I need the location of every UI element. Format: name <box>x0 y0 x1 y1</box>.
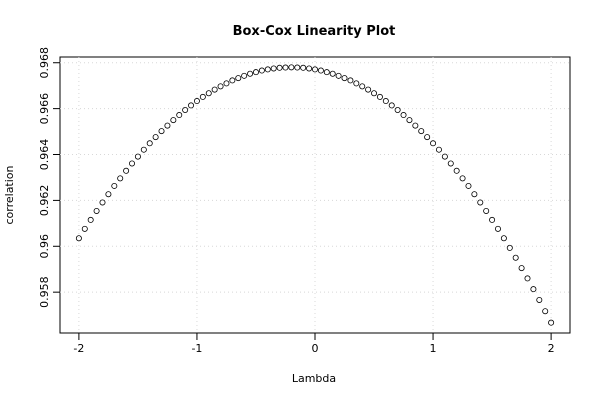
data-point <box>471 191 478 198</box>
data-point <box>252 69 259 76</box>
data-point <box>406 117 413 124</box>
data-point <box>489 216 496 223</box>
data-point <box>270 65 277 72</box>
data-point <box>317 67 324 74</box>
data-point <box>306 65 313 72</box>
data-point <box>282 64 289 71</box>
data-point <box>494 225 501 232</box>
data-point <box>453 167 460 174</box>
data-point <box>158 128 165 135</box>
data-point <box>329 70 336 77</box>
data-point <box>536 296 543 303</box>
data-point <box>199 93 206 100</box>
y-tick-label: 0.958 <box>38 276 51 308</box>
data-point <box>176 112 183 119</box>
data-point <box>193 98 200 105</box>
data-point <box>152 134 159 141</box>
data-point <box>258 67 265 74</box>
data-point <box>235 75 242 82</box>
data-point <box>512 254 519 261</box>
data-point <box>500 235 507 242</box>
plot-box <box>59 56 571 334</box>
data-point <box>87 216 94 223</box>
chart-title: Box-Cox Linearity Plot <box>233 24 396 39</box>
data-point <box>323 69 330 76</box>
data-point <box>382 98 389 105</box>
data-point <box>117 175 124 182</box>
data-point <box>276 64 283 71</box>
data-point <box>365 86 372 93</box>
data-point <box>418 128 425 135</box>
data-point <box>105 191 112 198</box>
data-point <box>518 265 525 272</box>
x-axis-label: Lambda <box>292 372 336 385</box>
data-point <box>524 275 531 282</box>
data-point <box>182 106 189 113</box>
data-point <box>229 77 236 84</box>
data-point <box>241 72 248 79</box>
data-point <box>123 167 130 174</box>
data-point <box>300 64 307 71</box>
data-point <box>217 83 224 90</box>
data-point <box>388 102 395 109</box>
data-point <box>93 207 100 214</box>
data-point <box>75 235 82 242</box>
data-point <box>99 199 106 206</box>
data-point <box>459 175 466 182</box>
data-point <box>247 70 254 77</box>
data-point <box>430 140 437 147</box>
data-point <box>294 64 301 71</box>
data-point <box>394 106 401 113</box>
data-point <box>371 90 378 97</box>
data-point <box>134 153 141 160</box>
data-point <box>483 207 490 214</box>
data-point <box>359 83 366 90</box>
data-point <box>129 160 136 167</box>
data-point <box>211 86 218 93</box>
data-point <box>435 146 442 153</box>
data-point <box>447 160 454 167</box>
x-tick-label: -1 <box>191 342 202 355</box>
data-point <box>548 319 555 326</box>
y-tick-label: 0.964 <box>38 139 51 171</box>
x-tick-label: 2 <box>548 342 555 355</box>
data-point <box>111 182 118 189</box>
data-point <box>347 77 354 84</box>
data-point <box>164 122 171 129</box>
y-axis-label: correlation <box>3 165 16 224</box>
y-tick-label: 0.96 <box>38 234 51 258</box>
x-tick-label: 1 <box>430 342 437 355</box>
data-point <box>335 72 342 79</box>
y-tick-label: 0.968 <box>38 47 51 78</box>
data-point <box>465 182 472 189</box>
data-point <box>376 93 383 100</box>
x-tick-label: -2 <box>73 342 84 355</box>
data-point <box>205 90 212 97</box>
data-point <box>542 308 549 315</box>
data-point <box>264 66 271 73</box>
data-point <box>441 153 448 160</box>
data-point <box>146 140 153 147</box>
y-tick-label: 0.962 <box>38 185 51 217</box>
data-point <box>477 199 484 206</box>
data-point <box>506 244 513 251</box>
data-point <box>530 286 537 293</box>
data-point <box>412 122 419 129</box>
data-point <box>170 117 177 124</box>
data-point <box>223 80 230 87</box>
data-point <box>188 102 195 109</box>
data-point <box>353 80 360 87</box>
data-point <box>341 75 348 82</box>
data-point <box>400 112 407 119</box>
data-point <box>140 146 147 153</box>
data-point <box>424 134 431 141</box>
data-point <box>311 66 318 73</box>
data-point <box>81 225 88 232</box>
y-tick-label: 0.966 <box>38 93 51 125</box>
x-tick-label: 0 <box>312 342 319 355</box>
data-point <box>288 64 295 71</box>
